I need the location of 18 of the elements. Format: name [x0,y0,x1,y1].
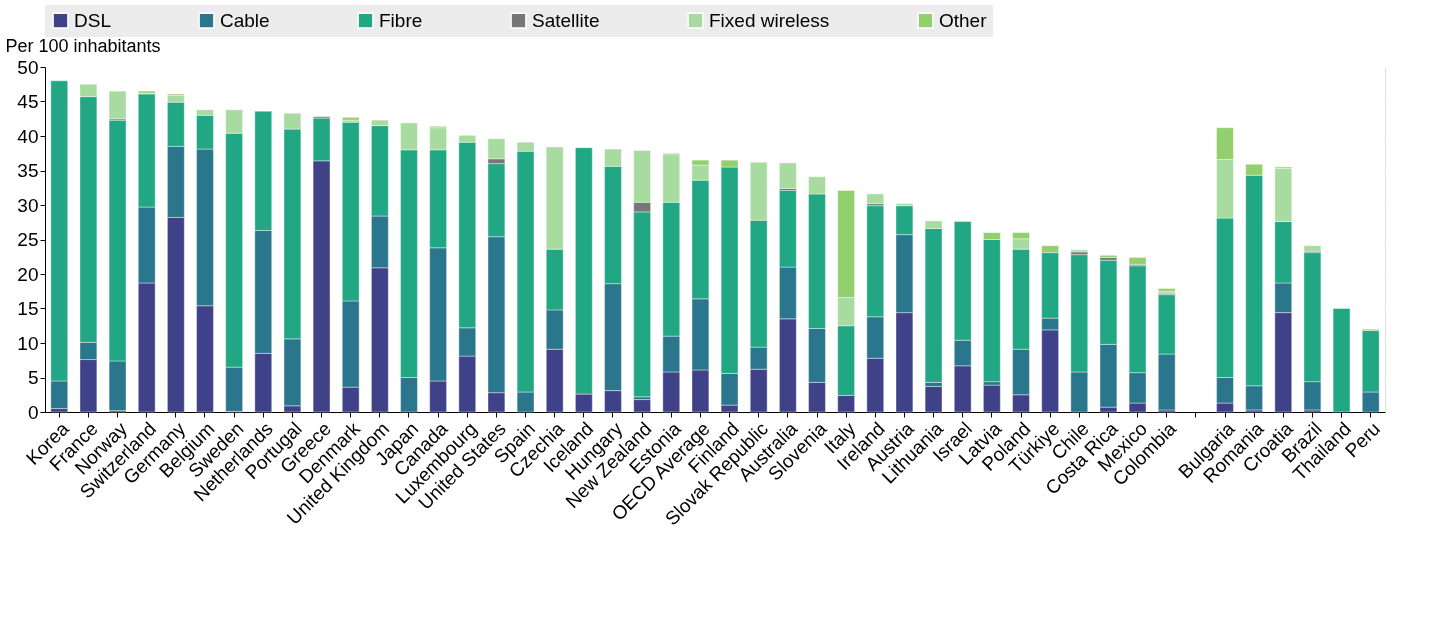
legend-label: Cable [220,9,270,31]
legend-label: Satellite [532,9,600,31]
y-tick-label: 5 [27,367,39,388]
legend-label: Fixed wireless [709,9,830,31]
legend-label: Other [939,9,988,31]
y-tick-label: 15 [17,298,39,319]
legend-label: Fibre [379,9,423,31]
y-tick-label: 0 [27,401,39,423]
y-tick-label: 45 [17,91,39,112]
y-tick-label: 40 [17,125,39,147]
y-tick-label: 20 [17,263,39,285]
y-tick-label: 10 [17,332,39,354]
y-tick-label: 25 [17,229,39,250]
legend-label: DSL [74,9,111,31]
y-axis-title: Per 100 inhabitants [5,35,161,56]
y-tick-label: 50 [17,56,39,78]
y-tick-label: 30 [17,194,39,216]
y-tick-label: 35 [17,160,39,181]
